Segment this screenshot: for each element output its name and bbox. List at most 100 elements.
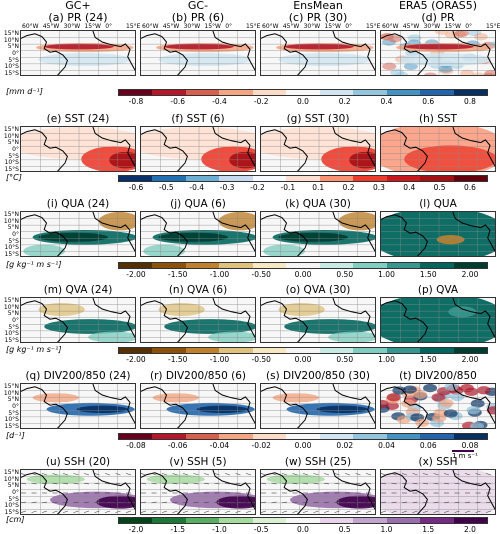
colorbar-tick-label: 0.3 — [373, 183, 385, 192]
colorbar-swatch — [219, 348, 252, 353]
lat-tick-label: 15°S — [1, 252, 19, 258]
colorbar-tick-label: 0.50 — [336, 270, 353, 279]
column-header: GC- (b) PR (6) — [130, 0, 266, 24]
unit-label: [°C] — [6, 173, 22, 182]
colorbar-tick-label: -0.02 — [252, 441, 271, 450]
map-panel — [140, 383, 256, 429]
colorbar-tick-label: 0.8 — [464, 97, 476, 106]
lon-tick-label: 45°W — [43, 23, 60, 30]
map-panel — [20, 297, 136, 343]
panel-title: (r) DIV200/850 (6) — [128, 370, 268, 382]
colorbar-tick-label: -2.00 — [126, 270, 145, 279]
colorbar-tick-label: -0.50 — [252, 355, 271, 364]
panel-title: (n) QVA (6) — [128, 284, 268, 296]
colorbar-swatch — [219, 434, 252, 439]
panel-title: (k) QUA (30) — [248, 198, 388, 210]
colorbar-tick-label: -1.50 — [168, 355, 187, 364]
map-panel — [140, 211, 256, 257]
map-panel — [380, 126, 496, 172]
map-canvas — [261, 298, 376, 343]
panel-title: (j) QUA (6) — [128, 198, 268, 210]
map-panel — [20, 30, 136, 76]
map-canvas — [141, 470, 256, 515]
colorbar-swatch — [353, 518, 386, 523]
panel-title: (w) SSH (25) — [248, 456, 388, 468]
map-canvas — [381, 212, 496, 257]
colorbar-swatch — [454, 263, 487, 268]
panel-title: (q) DIV200/850 (24) — [8, 370, 148, 382]
lon-tick-label: 0° — [345, 23, 352, 30]
lat-tick-label: 15°S — [1, 424, 19, 430]
colorbar-tick-label: -0.50 — [252, 270, 271, 279]
colorbar-tick-label: -0.2 — [250, 183, 265, 192]
panel-title: (o) QVA (30) — [248, 284, 388, 296]
colorbar-swatch — [219, 263, 252, 268]
colorbar-swatch — [219, 90, 252, 95]
panel-title: (g) SST (30) — [248, 113, 388, 125]
map-canvas — [381, 470, 496, 515]
colorbar-swatch — [420, 518, 453, 523]
colorbar-swatch — [186, 434, 219, 439]
panel-title: (s) DIV200/850 (30) — [248, 370, 388, 382]
colorbar-swatch — [152, 176, 185, 181]
map-canvas — [141, 384, 256, 429]
colorbar — [118, 517, 488, 524]
colorbar-tick-label: 0.00 — [295, 355, 312, 364]
colorbar — [118, 347, 488, 354]
lon-tick-label: 15°E — [366, 23, 380, 30]
colorbar — [118, 433, 488, 440]
colorbar-swatch — [152, 263, 185, 268]
colorbar — [118, 262, 488, 269]
map-canvas — [21, 127, 136, 172]
moisture-flux — [158, 303, 204, 316]
colorbar-tick-label: 0.6 — [422, 97, 434, 106]
colorbar-swatch — [320, 434, 353, 439]
colorbar-swatch — [320, 176, 353, 181]
precip-anomaly — [474, 33, 488, 40]
colorbar-swatch — [186, 263, 219, 268]
map-panel — [20, 126, 136, 172]
divergence-anomaly — [423, 384, 437, 392]
panel-title: (i) QUA (24) — [8, 198, 148, 210]
colorbar-swatch — [387, 348, 420, 353]
lon-tick-label: 60°W — [382, 23, 399, 30]
colorbar-swatch — [286, 518, 319, 523]
colorbar-tick-label: -0.4 — [212, 97, 227, 106]
colorbar-swatch — [420, 176, 453, 181]
colorbar-swatch — [420, 434, 453, 439]
map-panel — [380, 30, 496, 76]
colorbar-swatch — [286, 263, 319, 268]
colorbar-tick-label: 0.02 — [336, 441, 353, 450]
divergence-anomaly — [273, 393, 319, 402]
moisture-flux — [38, 303, 84, 316]
colorbar-tick-label: 0.06 — [420, 441, 437, 450]
map-panel — [260, 211, 376, 257]
map-panel — [140, 126, 256, 172]
map-panel — [380, 297, 496, 343]
vector-scale-label: 1 m s⁻¹ — [452, 452, 478, 460]
map-canvas — [141, 127, 256, 172]
lon-tick-label: 15°W — [84, 23, 101, 30]
panel-title: (f) SST (6) — [128, 113, 268, 125]
divergence-anomaly — [413, 391, 427, 399]
colorbar-tick-label: -0.5 — [159, 183, 174, 192]
colorbar-swatch — [119, 348, 152, 353]
moisture-flux — [284, 319, 376, 334]
colorbar-tick-label: 0.4 — [381, 97, 393, 106]
lat-tick-label: 15°S — [1, 338, 19, 344]
unit-label: [mm d⁻¹] — [6, 87, 43, 96]
lon-tick-label: 15°E — [246, 23, 260, 30]
colorbar-swatch — [119, 434, 152, 439]
panel-title: (u) SSH (20) — [8, 456, 148, 468]
colorbar-swatch — [454, 434, 487, 439]
colorbar-swatch — [152, 90, 185, 95]
map-canvas — [261, 212, 376, 257]
map-canvas — [381, 31, 496, 76]
ssh-anomaly — [27, 475, 85, 484]
unit-label: [g kg⁻¹ m s⁻¹] — [6, 260, 61, 269]
lon-tick-label: 15°E — [126, 23, 140, 30]
moisture-flux — [158, 233, 228, 242]
colorbar-tick-label: -0.3 — [220, 183, 235, 192]
colorbar-swatch — [152, 518, 185, 523]
colorbar-swatch — [320, 90, 353, 95]
